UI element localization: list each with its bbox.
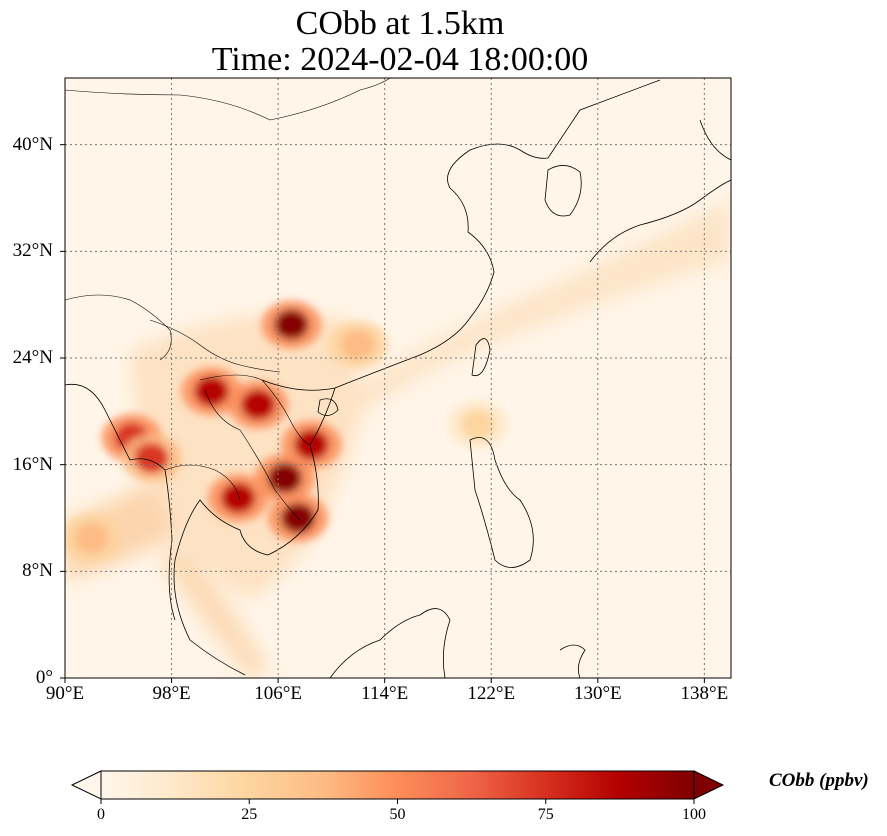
- coast-hainan: [317, 398, 339, 416]
- lat-tick-label: 40°N: [12, 133, 53, 155]
- coast-taiwan: [471, 338, 491, 377]
- lon-tick-label: 130°E: [573, 683, 622, 704]
- colorbar-tick-label: 50: [389, 806, 406, 823]
- plume-core: [294, 429, 329, 460]
- colorbar-extend-high: [693, 770, 725, 800]
- lat-tick-label: 0°: [35, 667, 53, 688]
- colorbar-tick-label: 0: [97, 806, 105, 823]
- lon-tick-label: 114°E: [361, 683, 409, 704]
- lon-tick-label: 122°E: [467, 683, 516, 704]
- coast-borneo: [329, 608, 451, 678]
- plume-core: [267, 463, 302, 493]
- plume-core: [74, 523, 109, 553]
- haze-band-east: [330, 200, 731, 430]
- lon-tick-label: 138°E: [680, 683, 729, 704]
- lat-tick-label: 8°N: [22, 560, 53, 582]
- haze-band-south: [160, 540, 270, 678]
- coast-korea: [544, 165, 582, 217]
- plume-core: [241, 389, 276, 420]
- border-indochina-2: [204, 389, 301, 521]
- plume-core: [460, 409, 495, 440]
- plume-layer: [65, 300, 508, 562]
- plume-core: [194, 376, 229, 407]
- plot-title: CObb at 1.5km: [295, 5, 505, 42]
- lon-tick-label: 98°E: [152, 683, 191, 704]
- colorbar-tick-label: 75: [537, 806, 554, 823]
- colorbar-body: [100, 770, 695, 800]
- plume-core: [221, 483, 256, 513]
- colorbar-label: CObb (ppbv): [769, 770, 869, 791]
- plume-core: [341, 329, 376, 360]
- map-frame: [64, 77, 732, 679]
- plot-subtitle: Time: 2024-02-04 18:00:00: [211, 41, 589, 78]
- coastlines: [65, 79, 731, 678]
- axis-ticks: [60, 144, 705, 683]
- border-indochina-3: [164, 464, 241, 501]
- colorbar-tick-label: 25: [241, 806, 258, 823]
- coast-indochina: [173, 387, 336, 676]
- border-mongolia: [65, 78, 391, 121]
- plume-core: [274, 309, 309, 340]
- colorbar-tick-label: 100: [682, 806, 706, 823]
- coast-sulawesi: [559, 644, 586, 678]
- lon-tick-label: 90°E: [45, 683, 85, 704]
- border-himalaya: [65, 294, 172, 361]
- colorbar-extend-low: [70, 770, 102, 800]
- lat-tick-label: 24°N: [12, 347, 53, 368]
- coast-burma: [65, 383, 176, 621]
- lat-tick-label: 32°N: [12, 240, 53, 262]
- coast-japan: [589, 119, 731, 263]
- border-indochina-1: [199, 374, 311, 446]
- borders: [65, 78, 391, 521]
- lat-tick-label: 16°N: [12, 453, 53, 475]
- coast-china: [261, 79, 661, 391]
- lon-tick-label: 106°E: [254, 683, 302, 704]
- coast-philippines: [469, 437, 534, 568]
